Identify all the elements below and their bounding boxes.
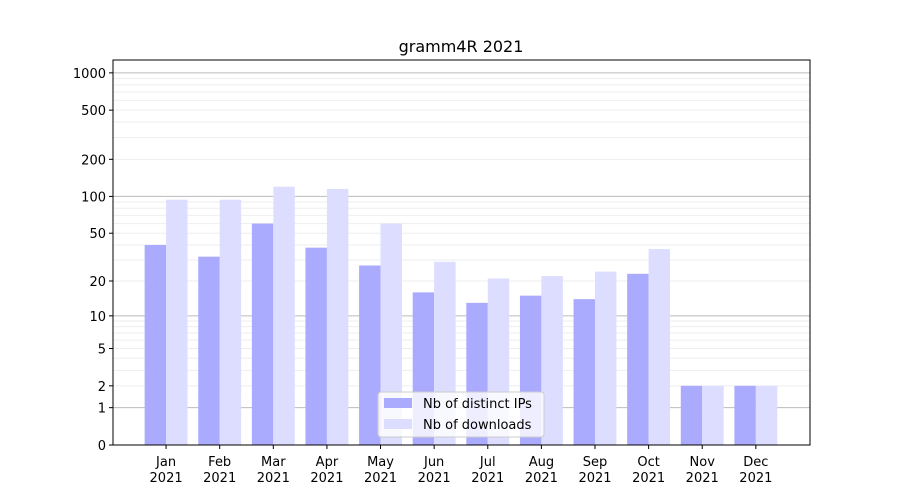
- legend-label-ips: Nb of distinct IPs: [423, 397, 532, 412]
- x-tick-label: Nov 2021: [686, 455, 719, 486]
- bar-distinct-ips: [627, 273, 649, 445]
- legend-label-downloads: Nb of downloads: [423, 418, 532, 433]
- x-tick-label: Mar 2021: [257, 455, 290, 486]
- plot-frame: [112, 59, 811, 446]
- bar-distinct-ips: [573, 299, 596, 445]
- bar-distinct-ips: [198, 256, 220, 445]
- legend-swatch-ips: [384, 398, 412, 408]
- x-tick-label: Feb 2021: [203, 455, 236, 486]
- y-tick-label: 500: [81, 104, 106, 119]
- y-tick-label: 10: [89, 310, 106, 325]
- x-tick-label: Apr 2021: [310, 455, 343, 486]
- bar-distinct-ips: [734, 385, 756, 445]
- y-tick-label: 0: [98, 439, 106, 454]
- x-tick-label: Jun 2021: [418, 455, 451, 486]
- y-tick-label: 20: [89, 275, 106, 290]
- y-tick-label: 200: [81, 153, 106, 168]
- legend: Nb of distinct IPs Nb of downloads: [377, 391, 545, 438]
- bar-distinct-ips: [305, 247, 327, 445]
- x-tick-label: Sep 2021: [578, 455, 611, 486]
- y-tick-label: 2: [98, 380, 106, 395]
- bar-downloads: [380, 223, 402, 445]
- bar-downloads: [755, 385, 778, 445]
- x-axis: Jan 2021 Feb 2021 Mar 2021 Apr 2021 May 2021 Jun 20…: [150, 445, 772, 486]
- x-tick-label: Jan 2021: [150, 455, 183, 486]
- x-tick-label: May 2021: [364, 455, 397, 486]
- y-tick-label: 100: [81, 190, 106, 205]
- y-axis: 0 1 2 5 10 20 50 100 200 500 1000: [73, 67, 113, 454]
- chart-title: gramm4R 2021: [399, 37, 524, 56]
- x-tick-label: Oct 2021: [632, 455, 665, 486]
- bar-downloads: [219, 199, 242, 445]
- legend-swatch-downloads: [384, 419, 412, 429]
- bar-distinct-ips: [680, 385, 703, 445]
- bar-downloads: [648, 249, 671, 445]
- y-tick-label: 1000: [73, 67, 106, 82]
- y-tick-label: 50: [89, 227, 106, 242]
- y-tick-label: 1: [98, 402, 106, 417]
- x-tick-label: Aug 2021: [525, 455, 558, 486]
- bar-distinct-ips: [359, 265, 381, 445]
- bar-downloads: [273, 186, 295, 445]
- bar-downloads: [702, 385, 724, 445]
- bar-downloads: [595, 271, 617, 445]
- bar-distinct-ips: [144, 244, 167, 445]
- bar-distinct-ips: [251, 223, 274, 445]
- bar-downloads: [166, 199, 188, 445]
- y-tick-label: 5: [98, 342, 106, 357]
- bar-downloads: [541, 276, 563, 445]
- x-tick-label: Jul 2021: [471, 455, 504, 486]
- x-tick-label: Dec 2021: [739, 455, 772, 486]
- bar-downloads: [326, 188, 349, 445]
